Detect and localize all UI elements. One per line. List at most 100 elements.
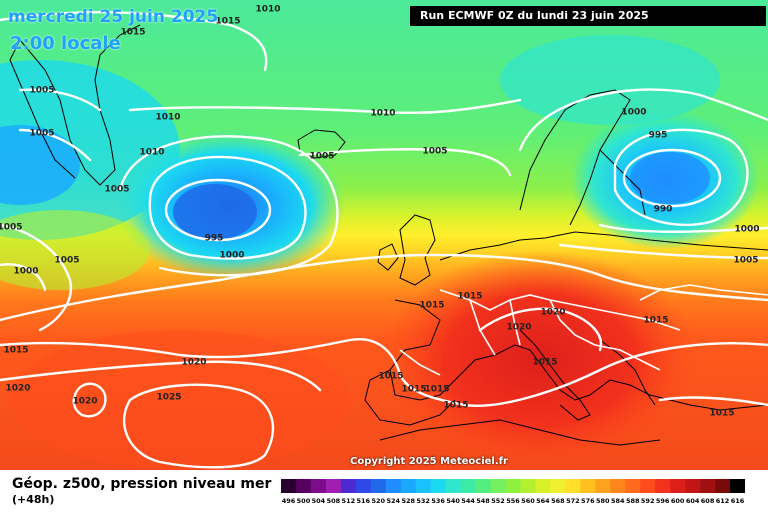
isobar-label: 1015 xyxy=(215,17,240,27)
legend-swatch xyxy=(670,479,686,493)
legend-swatch xyxy=(385,479,402,493)
legend-swatch xyxy=(715,479,731,493)
legend-swatch xyxy=(281,479,297,493)
legend-swatch xyxy=(445,479,461,493)
run-info: Run ECMWF 0Z du lundi 23 juin 2025 xyxy=(410,6,766,26)
isobar-label: 1015 xyxy=(443,401,468,411)
legend-swatch xyxy=(340,479,357,493)
isobar-label: 1005 xyxy=(422,147,447,157)
legend-value: 516 xyxy=(357,497,371,505)
isobar-label: 1015 xyxy=(120,28,145,38)
legend-swatch xyxy=(355,479,372,493)
forecast-lead-time: (+48h) xyxy=(12,493,55,506)
legend-swatch xyxy=(730,479,745,493)
legend-swatch xyxy=(550,479,566,493)
legend-value: 608 xyxy=(701,497,715,505)
legend-value: 572 xyxy=(566,497,580,505)
isobar-label: 1020 xyxy=(540,308,565,318)
legend-value: 556 xyxy=(506,497,520,505)
isobar-label: 1005 xyxy=(309,152,334,162)
isobar-label: 1000 xyxy=(734,225,759,235)
legend-value: 604 xyxy=(686,497,700,505)
legend-swatch xyxy=(640,479,656,493)
legend-swatch xyxy=(415,479,431,493)
legend-swatch xyxy=(505,479,521,493)
isobar-label: 995 xyxy=(649,131,668,141)
isobar-label: 1015 xyxy=(3,346,28,356)
legend-value: 540 xyxy=(446,497,460,505)
isobar-label: 1020 xyxy=(506,323,531,333)
isobar-label: 995 xyxy=(205,234,224,244)
isobar-label: 1015 xyxy=(378,372,403,382)
legend-value: 560 xyxy=(521,497,535,505)
isobar-label: 1005 xyxy=(54,256,79,266)
legend-value: 552 xyxy=(491,497,505,505)
isobar-label: 1005 xyxy=(29,129,54,139)
isobar-label: 1010 xyxy=(155,113,180,123)
legend-swatch xyxy=(610,479,626,493)
isobar-label: 1010 xyxy=(255,5,280,15)
isobar-label: 1015 xyxy=(424,385,449,395)
legend-value: 520 xyxy=(372,497,386,505)
copyright: Copyright 2025 Meteociel.fr xyxy=(350,456,508,467)
legend-value: 500 xyxy=(297,497,311,505)
legend-value: 528 xyxy=(401,497,415,505)
legend-value: 536 xyxy=(431,497,445,505)
legend-swatch xyxy=(685,479,701,493)
legend-swatch xyxy=(400,479,417,493)
isobar-label: 1020 xyxy=(72,397,97,407)
legend-value: 580 xyxy=(596,497,610,505)
legend-swatch xyxy=(310,479,327,493)
legend-swatch xyxy=(430,479,446,493)
isobar-label: 1015 xyxy=(532,358,557,368)
isobar-label: 1005 xyxy=(733,256,758,266)
isobar-label: 1005 xyxy=(29,86,54,96)
map-legend-title: Géop. z500, pression niveau mer xyxy=(12,476,272,492)
isobar-label: 1010 xyxy=(139,148,164,158)
legend-value: 496 xyxy=(282,497,296,505)
isobar-label: 1015 xyxy=(709,409,734,419)
legend-swatch xyxy=(655,479,671,493)
isobar-label: 1015 xyxy=(643,316,668,326)
legend-value: 612 xyxy=(716,497,730,505)
legend-swatch xyxy=(700,479,716,493)
isobar-label: 1000 xyxy=(219,251,244,261)
legend-value: 588 xyxy=(626,497,640,505)
isobar-label: 1015 xyxy=(457,292,482,302)
legend-value: 532 xyxy=(416,497,430,505)
legend-value: 592 xyxy=(641,497,655,505)
color-scale-legend: 496 500 504 508 512 516 520 524 528 532 536 540 544 5… xyxy=(281,479,745,505)
isobar-label: 1000 xyxy=(621,108,646,118)
legend-swatch xyxy=(370,479,387,493)
isobar-label: 990 xyxy=(654,205,673,215)
legend-value: 564 xyxy=(536,497,550,505)
isobar-label: 1000 xyxy=(13,267,38,277)
legend-swatch xyxy=(520,479,536,493)
isobar-label: 1005 xyxy=(0,223,23,233)
legend-swatch xyxy=(535,479,551,493)
legend-value: 548 xyxy=(476,497,490,505)
isobar-label: 1005 xyxy=(104,185,129,195)
legend-swatch xyxy=(565,479,581,493)
isobar-label: 1015 xyxy=(419,301,444,311)
legend-value: 600 xyxy=(671,497,685,505)
legend-value: 524 xyxy=(386,497,400,505)
legend-value: 512 xyxy=(342,497,356,505)
legend-swatch xyxy=(490,479,506,493)
isobar-label: 1020 xyxy=(5,384,30,394)
legend-value: 508 xyxy=(327,497,341,505)
isobar-label: 1020 xyxy=(181,358,206,368)
legend-value: 584 xyxy=(611,497,625,505)
legend-swatch xyxy=(475,479,491,493)
legend-value: 544 xyxy=(461,497,475,505)
legend-value: 504 xyxy=(312,497,326,505)
legend-value: 616 xyxy=(731,497,745,505)
legend-value: 596 xyxy=(656,497,670,505)
legend-swatch xyxy=(580,479,596,493)
forecast-time: 2:00 locale xyxy=(10,33,121,54)
legend-swatch xyxy=(295,479,312,493)
legend-swatch xyxy=(595,479,611,493)
legend-swatch xyxy=(460,479,476,493)
isobar-label: 1015 xyxy=(401,385,426,395)
weather-map: 1015 1010 1015 1005 1005 1010 1010 1005 1010 1005… xyxy=(0,0,768,470)
